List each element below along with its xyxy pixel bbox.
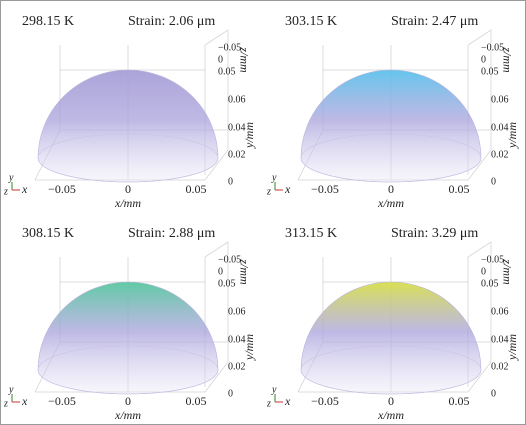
strain: Strain: 2.47 μm [391,14,478,29]
y-tick-label: 0 [491,176,496,187]
y-tick-label: 0.02 [228,149,246,160]
z-axis-label: z/mm [237,258,251,285]
strain: Strain: 3.29 μm [391,226,478,241]
x-tick-label: −0.05 [48,394,76,408]
x-tick-label: −0.05 [311,394,339,408]
triad-label: y [271,172,277,183]
dome-base [300,133,482,183]
y-axis-label: y/mm [505,334,519,361]
z-tick-label: 0.05 [481,66,499,77]
dome-base [300,345,482,395]
temperature: 313.15 K [285,226,337,241]
x-axis-label: x/mm [114,408,141,422]
z-axis-label: z/mm [237,46,251,73]
temperature: 298.15 K [22,14,74,29]
y-axis-label: y/mm [505,122,519,149]
y-tick-label: 0 [491,388,496,399]
x-tick-label: 0.05 [449,182,470,196]
z-tick-label: −0.05 [481,42,504,53]
strain: Strain: 2.06 μm [128,14,215,29]
z-axis-label: z/mm [500,258,514,285]
x-tick-label: 0.05 [186,182,207,196]
y-tick-label: 0.06 [228,94,246,105]
x-axis-label: x/mm [114,196,141,210]
x-tick-label: 0 [125,394,131,408]
z-tick-label: 0.05 [218,278,236,289]
x-tick-label: 0.05 [449,394,470,408]
y-tick-label: 0.06 [491,94,509,105]
y-tick-label: 0.04 [491,122,509,133]
z-tick-label: 0 [481,54,486,65]
y-tick-label: 0.04 [491,334,509,345]
y-tick-label: 0.06 [491,306,509,317]
y-axis-label: y/mm [242,122,256,149]
y-tick-label: 0.04 [228,334,246,345]
y-tick-label: 0.02 [491,361,509,372]
z-axis-label: z/mm [500,46,514,73]
z-tick-label: −0.05 [481,254,504,265]
triad-label: y [8,384,14,395]
triad-label: z [266,186,271,197]
temperature: 308.15 K [22,226,74,241]
triad-label: y [271,384,277,395]
triad-label: z [266,398,271,409]
triad-label: z [3,186,8,197]
y-tick-label: 0 [228,388,233,399]
z-tick-label: 0 [218,54,223,65]
dome-base [37,345,219,395]
z-tick-label: 0 [481,266,486,277]
temperature: 303.15 K [285,14,337,29]
triad-label: x [284,394,291,408]
y-axis-label: y/mm [242,334,256,361]
triad-label: x [21,394,28,408]
z-tick-label: 0.05 [218,66,236,77]
y-tick-label: 0.02 [228,361,246,372]
y-tick-label: 0 [228,176,233,187]
z-tick-label: 0.05 [481,278,499,289]
y-tick-label: 0.06 [228,306,246,317]
x-tick-label: 0 [125,182,131,196]
panel: 308.15 K Strain: 2.88 μm−0.05 0 0.05x/mm−0.… [3,226,256,422]
x-tick-label: 0 [388,394,394,408]
triad-label: z [3,398,8,409]
z-tick-label: −0.05 [218,42,241,53]
x-tick-label: −0.05 [48,182,76,196]
panel: 303.15 K Strain: 2.47 μm−0.05 0 0.05x/mm−0.… [266,14,519,210]
triad-label: y [8,172,14,183]
z-tick-label: −0.05 [218,254,241,265]
strain: Strain: 2.88 μm [128,226,215,241]
triad-label: x [21,182,28,196]
x-tick-label: 0.05 [186,394,207,408]
panel: 313.15 K Strain: 3.29 μm−0.05 0 0.05x/mm−0.… [266,226,519,422]
x-axis-label: x/mm [377,196,404,210]
panel: 298.15 K Strain: 2.06 μm−0.05 0 0.05x/mm−0.… [3,14,256,210]
dome-base [37,133,219,183]
triad-label: x [284,182,291,196]
y-tick-label: 0.04 [228,122,246,133]
z-tick-label: 0 [218,266,223,277]
x-axis-label: x/mm [377,408,404,422]
y-tick-label: 0.02 [491,149,509,160]
x-tick-label: 0 [388,182,394,196]
x-tick-label: −0.05 [311,182,339,196]
